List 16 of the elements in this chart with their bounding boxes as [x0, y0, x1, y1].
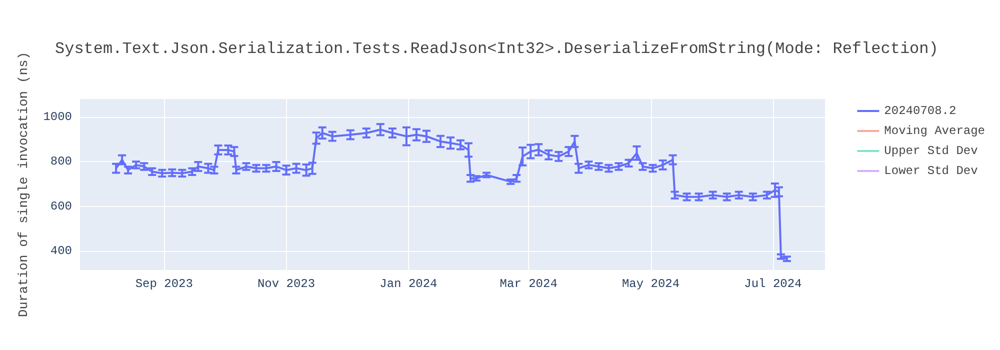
x-tick-label: Jan 2024	[380, 277, 438, 291]
y-axis-title: Duration of single invocation (ns)	[16, 52, 31, 318]
legend-label: Upper Std Dev	[884, 144, 978, 158]
y-tick-label: 400	[50, 244, 72, 258]
legend-label: 20240708.2	[884, 104, 956, 118]
y-tick-label: 600	[50, 199, 72, 214]
x-tick-label: Jul 2024	[744, 277, 802, 291]
x-tick-label: Sep 2023	[135, 277, 193, 291]
y-tick-label: 800	[50, 154, 72, 169]
legend-label: Lower Std Dev	[884, 164, 978, 178]
chart-title: System.Text.Json.Serialization.Tests.ReadJson<Int32>.DeserializeFromString(Mode: Reflection)	[55, 40, 938, 58]
legend-label: Moving Average	[884, 124, 986, 138]
y-tick-label: 1000	[43, 110, 72, 124]
x-tick-label: Mar 2024	[500, 277, 558, 291]
x-tick-label: Nov 2023	[257, 277, 316, 291]
x-tick-label: May 2024	[622, 277, 680, 291]
